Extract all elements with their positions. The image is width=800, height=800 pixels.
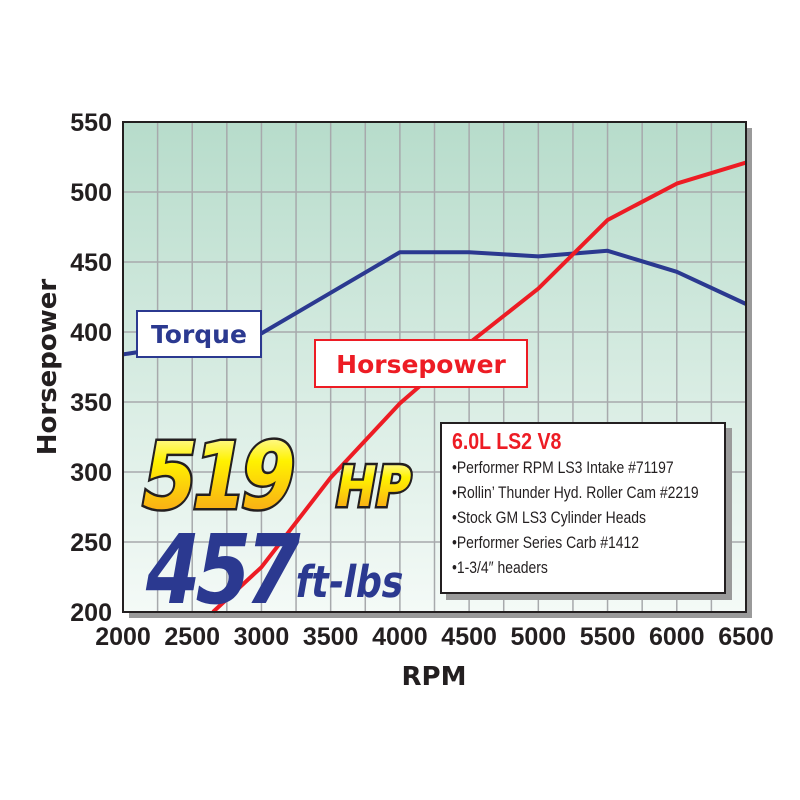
peak-torque-value: 457 (136, 514, 305, 626)
torque-label-box (136, 310, 262, 358)
plot-border (122, 121, 747, 613)
y-tick-label: 350 (70, 389, 112, 417)
spec-item: Performer Series Carb #1412 (452, 530, 667, 555)
peak-hp-value: 519 (133, 424, 300, 531)
spec-title: 6.0L LS2 V8 (452, 428, 562, 454)
spec-item: 1-3/4″ headers (452, 555, 667, 580)
x-tick-label: 4000 (372, 623, 428, 651)
horsepower-legend-label: Horsepower (336, 350, 506, 379)
y-axis-label: Horsepower (33, 279, 63, 456)
y-tick-label: 400 (70, 319, 112, 347)
x-tick-label: 6500 (718, 623, 774, 651)
x-tick-label: 3000 (234, 623, 290, 651)
spec-item: Performer RPM LS3 Intake #71197 (452, 455, 674, 480)
peak-torque-unit: ft-lbs (292, 556, 409, 608)
peak-hp-unit: HP (330, 455, 416, 520)
y-tick-label: 550 (70, 109, 112, 137)
x-tick-label: 2000 (95, 623, 151, 651)
y-tick-label: 200 (70, 599, 112, 627)
x-tick-label: 5500 (580, 623, 636, 651)
torque-legend-label: Torque (151, 320, 247, 349)
y-tick-label: 250 (70, 529, 112, 557)
x-tick-label: 6000 (649, 623, 705, 651)
horsepower-label-box (314, 339, 528, 388)
spec-item: Stock GM LS3 Cylinder Heads (452, 505, 667, 530)
y-tick-label: 500 (70, 179, 112, 207)
x-tick-label: 2500 (164, 623, 220, 651)
y-tick-label: 450 (70, 249, 112, 277)
x-tick-label: 3500 (303, 623, 359, 651)
x-axis-label: RPM (402, 662, 467, 692)
engine-spec-box: 6.0L LS2 V8 Performer RPM LS3 Intake #71… (440, 422, 726, 594)
x-tick-label: 4500 (441, 623, 497, 651)
y-tick-label: 300 (70, 459, 112, 487)
x-tick-label: 5000 (511, 623, 567, 651)
spec-item: Rollin’ Thunder Hyd. Roller Cam #2219 (452, 480, 699, 505)
